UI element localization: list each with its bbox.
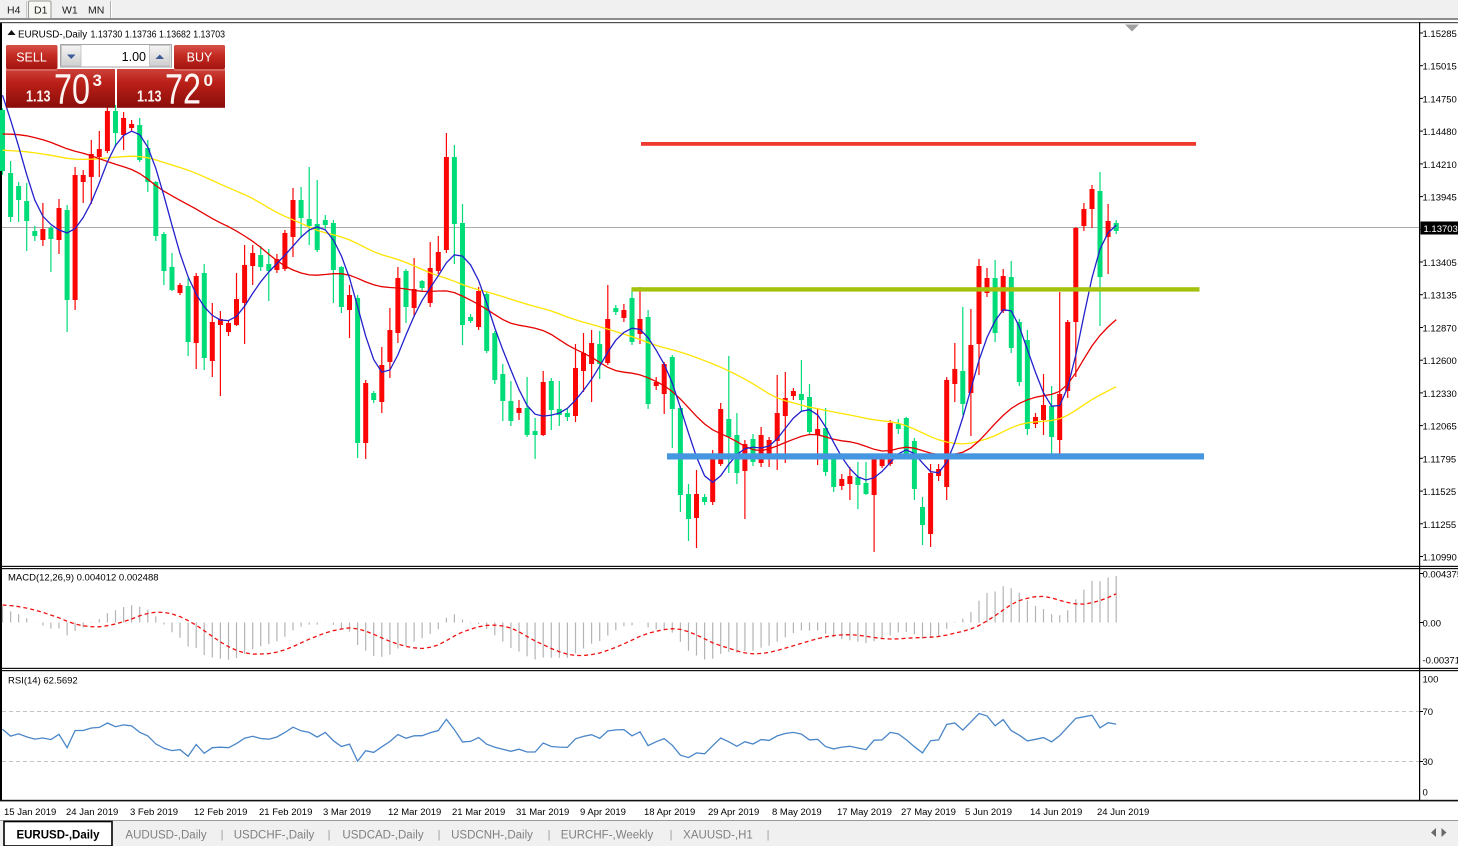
svg-text:1.13730 1.13736 1.13682 1.1370: 1.13730 1.13736 1.13682 1.13703 <box>91 30 226 41</box>
svg-text:1.12600: 1.12600 <box>1423 356 1457 367</box>
svg-text:1.13: 1.13 <box>26 89 51 106</box>
svg-text:0.00: 0.00 <box>1423 619 1442 630</box>
svg-text:1.12870: 1.12870 <box>1423 324 1457 335</box>
svg-text:70: 70 <box>54 66 90 114</box>
svg-text:1.13405: 1.13405 <box>1423 258 1457 269</box>
svg-text:12 Mar 2019: 12 Mar 2019 <box>388 807 441 818</box>
svg-text:27 May 2019: 27 May 2019 <box>901 807 956 818</box>
svg-text:USDCAD-,Daily: USDCAD-,Daily <box>342 830 423 842</box>
svg-text:|: | <box>221 829 224 841</box>
svg-text:AUDUSD-,Daily: AUDUSD-,Daily <box>125 830 206 842</box>
svg-text:5 Jun 2019: 5 Jun 2019 <box>965 807 1012 818</box>
svg-text:BUY: BUY <box>187 51 213 65</box>
svg-text:1.10990: 1.10990 <box>1423 553 1457 564</box>
svg-text:D1: D1 <box>34 5 48 17</box>
svg-text:USDCHF-,Daily: USDCHF-,Daily <box>234 830 315 842</box>
svg-text:|: | <box>438 829 441 841</box>
svg-text:1.13703: 1.13703 <box>1424 224 1458 235</box>
svg-text:0: 0 <box>204 71 213 90</box>
svg-text:SELL: SELL <box>16 51 47 65</box>
svg-text:1.15285: 1.15285 <box>1423 29 1457 40</box>
svg-text:70: 70 <box>1423 707 1434 718</box>
svg-text:30: 30 <box>1423 757 1434 768</box>
svg-text:21 Mar 2019: 21 Mar 2019 <box>452 807 505 818</box>
svg-text:24 Jan 2019: 24 Jan 2019 <box>66 807 118 818</box>
svg-text:29 Apr 2019: 29 Apr 2019 <box>708 807 759 818</box>
svg-text:-0.00371: -0.00371 <box>1423 656 1458 667</box>
svg-text:H4: H4 <box>7 5 21 17</box>
svg-text:|: | <box>767 829 770 841</box>
svg-text:MACD(12,26,9) 0.004012 0.00248: MACD(12,26,9) 0.004012 0.002488 <box>8 573 159 584</box>
svg-text:3: 3 <box>93 71 102 90</box>
svg-text:3 Feb 2019: 3 Feb 2019 <box>130 807 178 818</box>
svg-text:0.004375: 0.004375 <box>1423 570 1458 581</box>
svg-text:1.13135: 1.13135 <box>1423 291 1457 302</box>
svg-text:14 Jun 2019: 14 Jun 2019 <box>1030 807 1082 818</box>
svg-text:24 Jun 2019: 24 Jun 2019 <box>1097 807 1149 818</box>
svg-text:EURUSD-,Daily: EURUSD-,Daily <box>18 30 87 41</box>
svg-text:1.13945: 1.13945 <box>1423 193 1457 204</box>
svg-text:1.11795: 1.11795 <box>1423 454 1457 465</box>
svg-text:0: 0 <box>1423 788 1428 799</box>
svg-text:MN: MN <box>88 5 104 17</box>
svg-text:8 May 2019: 8 May 2019 <box>772 807 822 818</box>
svg-text:1.12065: 1.12065 <box>1423 422 1457 433</box>
svg-text:W1: W1 <box>62 5 78 17</box>
svg-text:18 Apr 2019: 18 Apr 2019 <box>644 807 695 818</box>
svg-text:1.12330: 1.12330 <box>1423 389 1457 400</box>
svg-text:3 Mar 2019: 3 Mar 2019 <box>323 807 371 818</box>
svg-text:17 May 2019: 17 May 2019 <box>837 807 892 818</box>
svg-text:1.14750: 1.14750 <box>1423 94 1457 105</box>
svg-text:XAUUSD-,H1: XAUUSD-,H1 <box>683 830 753 842</box>
svg-text:1.14480: 1.14480 <box>1423 127 1457 138</box>
svg-text:9 Apr 2019: 9 Apr 2019 <box>580 807 626 818</box>
svg-text:1.00: 1.00 <box>122 50 146 64</box>
svg-text:1.15015: 1.15015 <box>1423 62 1457 73</box>
svg-text:1.13: 1.13 <box>137 89 162 106</box>
svg-text:USDCNH-,Daily: USDCNH-,Daily <box>451 830 533 842</box>
svg-text:RSI(14) 62.5692: RSI(14) 62.5692 <box>8 676 78 687</box>
svg-text:21 Feb 2019: 21 Feb 2019 <box>259 807 312 818</box>
svg-text:72: 72 <box>165 66 201 114</box>
svg-text:|: | <box>670 829 673 841</box>
svg-text:|: | <box>328 829 331 841</box>
svg-text:12 Feb 2019: 12 Feb 2019 <box>194 807 247 818</box>
svg-text:100: 100 <box>1423 675 1439 686</box>
svg-text:1.11525: 1.11525 <box>1423 487 1457 498</box>
svg-text:EURCHF-,Weekly: EURCHF-,Weekly <box>561 830 654 842</box>
svg-text:EURUSD-,Daily: EURUSD-,Daily <box>16 830 100 842</box>
svg-text:15 Jan 2019: 15 Jan 2019 <box>4 807 56 818</box>
svg-text:31 Mar 2019: 31 Mar 2019 <box>516 807 569 818</box>
svg-text:1.11255: 1.11255 <box>1423 520 1457 531</box>
svg-text:1.14210: 1.14210 <box>1423 160 1457 171</box>
svg-text:|: | <box>548 829 551 841</box>
